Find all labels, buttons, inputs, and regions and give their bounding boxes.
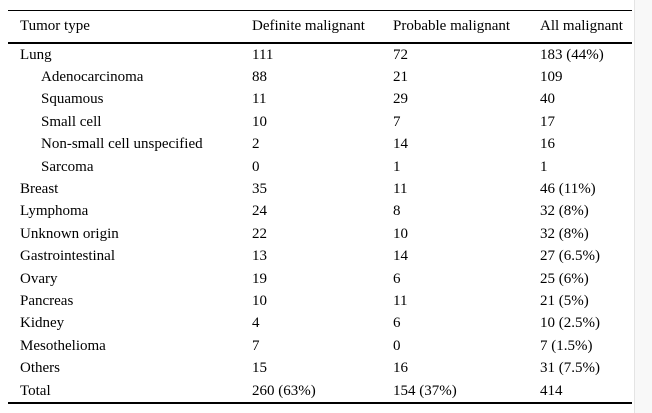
all-malignant-cell: 31 (7.5%) — [540, 360, 600, 377]
tumor-type-cell: Ovary — [20, 270, 58, 287]
table-row: Unknown origin 22 10 32 (8%) — [8, 223, 632, 245]
table-row: Lymphoma 24 8 32 (8%) — [8, 201, 632, 223]
definite-malignant-cell: 10 — [252, 292, 267, 309]
definite-malignant-cell: 2 — [252, 136, 260, 153]
definite-malignant-cell: 35 — [252, 181, 267, 198]
all-malignant-cell: 7 (1.5%) — [540, 337, 593, 354]
tumor-type-cell: Lymphoma — [20, 203, 89, 220]
column-header-all-malignant: All malignant — [540, 10, 632, 44]
tumor-type-cell: Total — [20, 382, 51, 399]
all-malignant-cell: 109 — [540, 69, 563, 86]
probable-malignant-cell: 10 — [393, 225, 408, 242]
header-row: Tumor type Definite malignant Probable m… — [8, 10, 632, 44]
table-row: Small cell 10 7 17 — [8, 111, 632, 133]
table-row: Ovary 19 6 25 (6%) — [8, 268, 632, 290]
table-row: Gastrointestinal 13 14 27 (6.5%) — [8, 246, 632, 268]
probable-malignant-cell: 21 — [393, 69, 408, 86]
tumor-type-cell: Mesothelioma — [20, 337, 106, 354]
all-malignant-cell: 21 (5%) — [540, 292, 589, 309]
definite-malignant-cell: 7 — [252, 337, 260, 354]
probable-malignant-cell: 154 (37%) — [393, 382, 457, 399]
all-malignant-cell: 32 (8%) — [540, 203, 589, 220]
probable-malignant-cell: 6 — [393, 270, 401, 287]
column-header-definite-malignant: Definite malignant — [252, 10, 393, 44]
table-row: Others 15 16 31 (7.5%) — [8, 357, 632, 379]
definite-malignant-cell: 15 — [252, 360, 267, 377]
definite-malignant-cell: 111 — [252, 46, 274, 63]
table-row: Pancreas 10 11 21 (5%) — [8, 290, 632, 312]
probable-malignant-cell: 16 — [393, 360, 408, 377]
tumor-type-cell: Unknown origin — [20, 225, 119, 242]
probable-malignant-cell: 29 — [393, 91, 408, 108]
table-row: Sarcoma 0 1 1 — [8, 156, 632, 178]
probable-malignant-cell: 7 — [393, 113, 401, 130]
tumor-type-cell: Non-small cell unspecified — [41, 136, 203, 153]
all-malignant-cell: 46 (11%) — [540, 181, 596, 198]
all-malignant-cell: 17 — [540, 113, 555, 130]
definite-malignant-cell: 0 — [252, 158, 260, 175]
table-row: Lung 111 72 183 (44%) — [8, 43, 632, 66]
all-malignant-cell: 183 (44%) — [540, 46, 604, 63]
probable-malignant-cell: 72 — [393, 46, 408, 63]
definite-malignant-cell: 88 — [252, 69, 267, 86]
probable-malignant-cell: 11 — [393, 181, 408, 198]
tumor-type-cell: Others — [20, 360, 60, 377]
definite-malignant-cell: 22 — [252, 225, 267, 242]
all-malignant-cell: 414 — [540, 382, 563, 399]
table-row: Non-small cell unspecified 2 14 16 — [8, 134, 632, 156]
definite-malignant-cell: 10 — [252, 113, 267, 130]
definite-malignant-cell: 11 — [252, 91, 267, 108]
definite-malignant-cell: 13 — [252, 248, 267, 265]
page-right-margin — [634, 0, 652, 413]
tumor-type-cell: Pancreas — [20, 292, 74, 309]
table-row: Kidney 4 6 10 (2.5%) — [8, 313, 632, 335]
tumor-type-cell: Kidney — [20, 315, 65, 332]
tumor-type-cell: Squamous — [41, 91, 104, 108]
probable-malignant-cell: 8 — [393, 203, 401, 220]
table-row: Total 260 (63%) 154 (37%) 414 — [8, 380, 632, 403]
probable-malignant-cell: 6 — [393, 315, 401, 332]
all-malignant-cell: 40 — [540, 91, 555, 108]
all-malignant-cell: 27 (6.5%) — [540, 248, 600, 265]
all-malignant-cell: 16 — [540, 136, 555, 153]
column-header-probable-malignant: Probable malignant — [393, 10, 540, 44]
all-malignant-cell: 25 (6%) — [540, 270, 589, 287]
probable-malignant-cell: 14 — [393, 248, 408, 265]
tumor-type-cell: Gastrointestinal — [20, 248, 115, 265]
probable-malignant-cell: 0 — [393, 337, 401, 354]
definite-malignant-cell: 260 (63%) — [252, 382, 316, 399]
tumor-type-cell: Sarcoma — [41, 158, 94, 175]
definite-malignant-cell: 24 — [252, 203, 267, 220]
tumor-type-cell: Lung — [20, 46, 52, 63]
probable-malignant-cell: 14 — [393, 136, 408, 153]
column-header-tumor-type: Tumor type — [8, 10, 252, 44]
table-row: Breast 35 11 46 (11%) — [8, 178, 632, 200]
probable-malignant-cell: 11 — [393, 292, 408, 309]
tumor-type-cell: Breast — [20, 181, 59, 198]
definite-malignant-cell: 19 — [252, 270, 267, 287]
table-header: Tumor type Definite malignant Probable m… — [8, 10, 632, 44]
probable-malignant-cell: 1 — [393, 158, 401, 175]
tumor-type-cell: Adenocarcinoma — [41, 69, 144, 86]
table-row: Squamous 11 29 40 — [8, 89, 632, 111]
table-row: Adenocarcinoma 88 21 109 — [8, 66, 632, 88]
tumor-type-cell: Small cell — [41, 113, 102, 130]
all-malignant-cell: 1 — [540, 158, 548, 175]
definite-malignant-cell: 4 — [252, 315, 260, 332]
all-malignant-cell: 10 (2.5%) — [540, 315, 600, 332]
table-body: Lung 111 72 183 (44%) Adenocarcinoma 88 … — [8, 43, 632, 403]
tumor-malignancy-table: Tumor type Definite malignant Probable m… — [8, 10, 632, 405]
table-row: Mesothelioma 7 0 7 (1.5%) — [8, 335, 632, 357]
all-malignant-cell: 32 (8%) — [540, 225, 589, 242]
